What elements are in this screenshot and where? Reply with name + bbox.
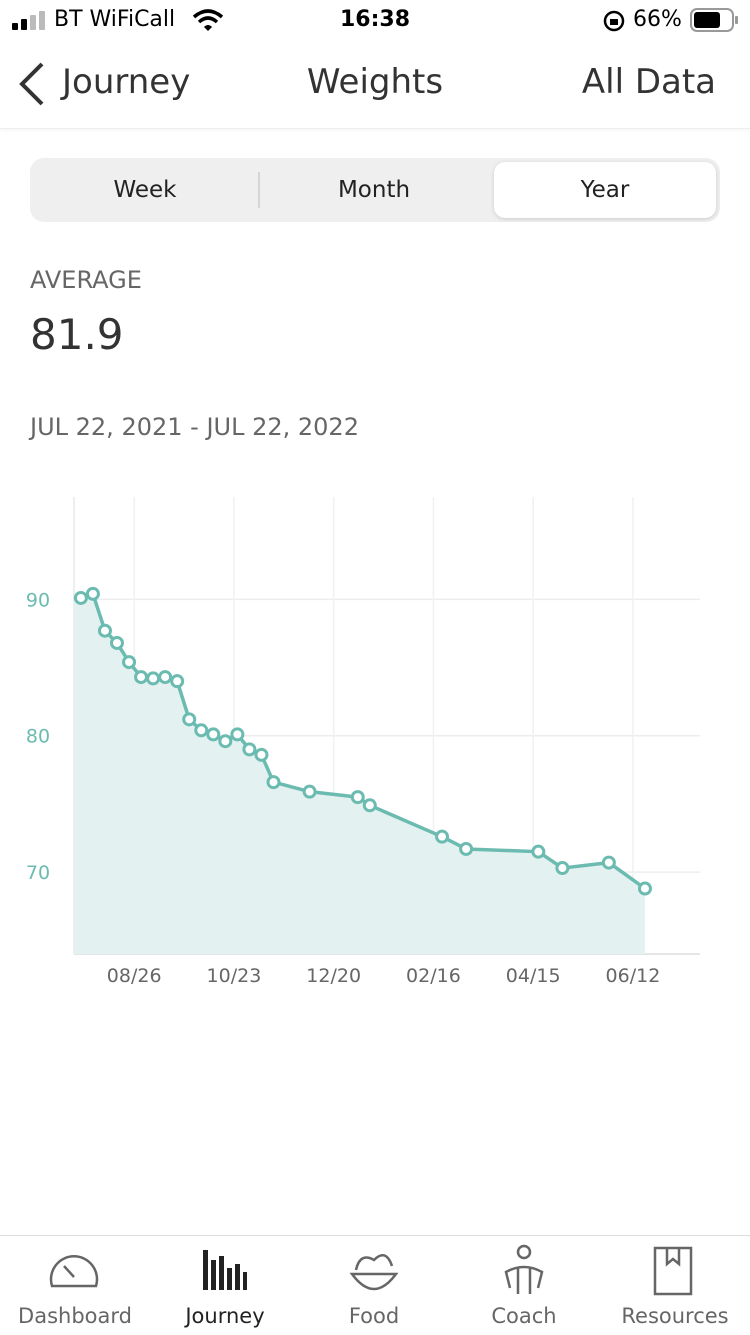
status-bar: BT WiFiCall 16:38 66%: [0, 0, 750, 40]
resources-icon: [653, 1246, 693, 1296]
x-tick-label: 10/23: [207, 965, 262, 987]
data-point: [206, 727, 221, 742]
x-tick-label: 06/12: [606, 965, 661, 987]
data-point: [362, 798, 377, 813]
back-button[interactable]: Journey: [62, 62, 191, 102]
y-tick-label: 90: [26, 589, 50, 611]
data-point: [73, 590, 88, 605]
dashboard-needle: [63, 1265, 75, 1278]
tab-bar: Dashboard Journey Food Coach Resources: [0, 1235, 750, 1335]
battery-percent: 66%: [633, 7, 682, 32]
segment[interactable]: Week: [113, 177, 177, 203]
data-point: [242, 742, 257, 757]
x-tick-label: 04/15: [506, 965, 561, 987]
journey-icon: [203, 1250, 247, 1290]
battery-icon: [690, 8, 738, 32]
x-tick-label: 02/16: [406, 965, 461, 987]
data-point: [122, 655, 137, 670]
average-value: 81.9: [30, 310, 124, 359]
data-point: [158, 670, 173, 685]
all-data-button[interactable]: All Data: [581, 62, 716, 102]
data-point: [182, 712, 197, 727]
data-point: [302, 784, 317, 799]
food-icon: [349, 1253, 399, 1291]
data-point: [435, 829, 450, 844]
tab-label[interactable]: Resources: [621, 1304, 729, 1328]
data-point: [254, 747, 269, 762]
tab-label[interactable]: Dashboard: [18, 1304, 132, 1328]
segmented-control: Week Month Year: [30, 158, 720, 222]
data-point: [266, 775, 281, 790]
data-point: [97, 623, 112, 638]
date-range: JUL 22, 2021 - JUL 22, 2022: [30, 413, 359, 441]
data-point: [194, 723, 209, 738]
x-tick-label: 08/26: [107, 965, 162, 987]
dashboard-icon: [49, 1255, 99, 1288]
x-tick-label: 12/20: [306, 965, 361, 987]
data-point: [109, 635, 124, 650]
segment[interactable]: Year: [494, 162, 716, 218]
resources-bookmark: [665, 1248, 681, 1267]
data-point: [350, 790, 365, 805]
tab-label[interactable]: Food: [348, 1304, 400, 1328]
data-point: [459, 841, 474, 856]
back-icon[interactable]: [16, 62, 46, 106]
data-point: [637, 881, 652, 896]
tab-label[interactable]: Journey: [185, 1304, 265, 1328]
area: [74, 593, 645, 954]
wifi-icon: [192, 9, 224, 31]
lock-icon: [603, 10, 625, 32]
segment-divider: [258, 172, 260, 208]
coach-body: [504, 1265, 544, 1294]
carrier: BT WiFiCall: [54, 7, 176, 32]
tab-icons: [49, 1244, 693, 1296]
data-point: [531, 844, 546, 859]
nav-title: Weights: [306, 62, 444, 102]
average-label: AVERAGE: [30, 266, 142, 294]
nav-bar: Journey Weights All Data: [0, 40, 750, 129]
data-point: [218, 734, 233, 749]
data-point: [230, 727, 245, 742]
data-point: [134, 670, 149, 685]
signal-icon: [12, 11, 45, 30]
time: 16:38: [339, 7, 411, 32]
chart: 70 80 90 08/26 10/23 12/20 02/16 04/15 06/12: [26, 497, 700, 987]
data-point: [170, 674, 185, 689]
data-point: [85, 586, 100, 601]
coach-icon: [516, 1244, 532, 1260]
data-point: [555, 861, 570, 876]
tab-label[interactable]: Coach: [491, 1304, 557, 1328]
segment[interactable]: Month: [337, 177, 411, 203]
data-point: [601, 855, 616, 870]
y-tick-label: 80: [26, 726, 50, 748]
y-tick-label: 70: [26, 862, 50, 884]
data-point: [146, 671, 161, 686]
